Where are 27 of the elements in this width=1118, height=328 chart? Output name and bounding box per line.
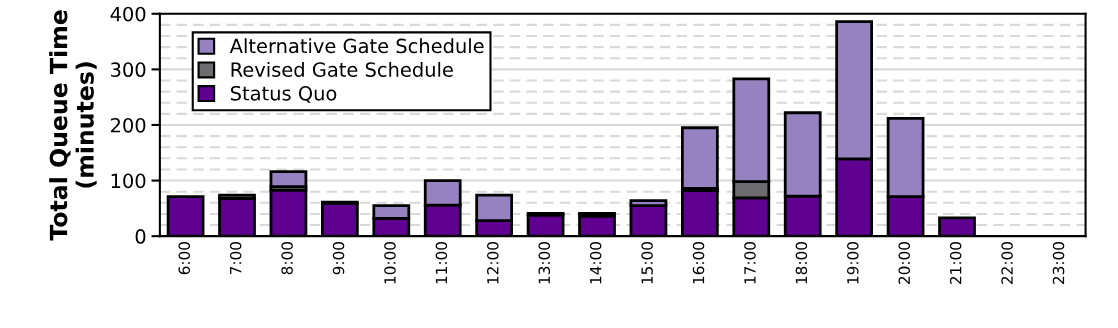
x-tick-label: 18:00 — [795, 242, 808, 284]
x-tick-label: 7:00 — [229, 242, 242, 275]
x-tick-label: 20:00 — [898, 242, 911, 284]
x-tick-label: 9:00 — [332, 242, 345, 275]
x-tick-label: 12:00 — [487, 242, 499, 284]
y-tick-label: 300 — [111, 62, 146, 78]
y-tick-label: 400 — [110, 6, 146, 22]
x-tick-label: 8:00 — [281, 242, 293, 275]
x-tick-label: 16:00 — [692, 242, 705, 284]
legend-label: Status Quo — [230, 85, 337, 103]
y-tick-label: 100 — [111, 173, 146, 189]
x-tick-label: 14:00 — [589, 242, 602, 284]
x-tick-label: 22:00 — [1001, 242, 1013, 284]
x-tick-label: 11:00 — [435, 242, 448, 284]
y-axis-title: Total Queue Time (minutes) — [49, 10, 97, 241]
x-tick-label: 13:00 — [538, 242, 551, 284]
legend-label: Alternative Gate Schedule — [229, 38, 484, 54]
x-tick-label: 15:00 — [641, 242, 653, 284]
y-tick-label: 200 — [110, 117, 146, 133]
y-tick-label: 0 — [135, 229, 146, 244]
x-tick-label: 10:00 — [384, 242, 396, 284]
x-tick-label: 19:00 — [847, 242, 859, 284]
x-tick-label: 17:00 — [744, 242, 756, 284]
x-tick-label: 23:00 — [1052, 242, 1065, 284]
legend-label: Revised Gate Schedule — [231, 61, 453, 77]
x-tick-label: 6:00 — [178, 242, 191, 275]
x-tick-label: 21:00 — [949, 242, 962, 284]
